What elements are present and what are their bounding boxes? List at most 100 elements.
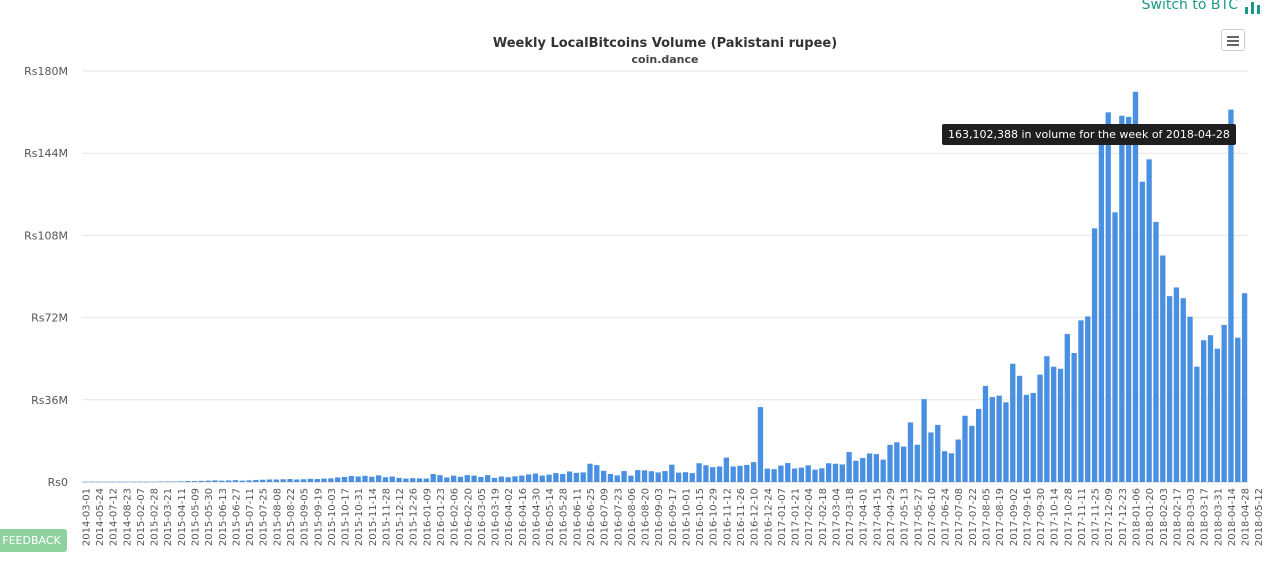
bar[interactable] [730, 466, 736, 482]
bar[interactable] [219, 480, 225, 482]
bar[interactable] [1003, 402, 1009, 482]
bar[interactable] [253, 479, 259, 482]
bar[interactable] [587, 463, 593, 482]
bar[interactable] [662, 471, 668, 482]
bar[interactable] [764, 468, 770, 482]
bar[interactable] [362, 475, 368, 482]
bar[interactable] [416, 478, 423, 482]
bar[interactable] [641, 470, 648, 482]
bar[interactable] [485, 475, 491, 482]
bar[interactable] [403, 478, 409, 482]
bar[interactable] [498, 476, 505, 482]
bar[interactable] [866, 453, 873, 482]
bar[interactable] [1221, 324, 1227, 482]
bar[interactable] [130, 481, 136, 483]
bar[interactable] [1126, 116, 1132, 483]
bar[interactable] [505, 477, 511, 482]
bar[interactable] [1207, 335, 1214, 482]
bar[interactable] [1064, 334, 1070, 482]
bar[interactable] [123, 481, 129, 483]
bar[interactable] [853, 460, 859, 482]
bar[interactable] [437, 475, 443, 482]
bar[interactable] [805, 465, 811, 482]
bar[interactable] [444, 477, 450, 482]
bar[interactable] [294, 479, 300, 482]
bar[interactable] [860, 458, 866, 482]
bar[interactable] [553, 473, 559, 482]
bar[interactable] [948, 453, 955, 482]
bar[interactable] [1201, 340, 1207, 482]
bar[interactable] [969, 425, 975, 482]
bar[interactable] [819, 468, 825, 482]
bar[interactable] [471, 475, 477, 482]
bar[interactable] [1016, 375, 1023, 482]
bar[interactable] [839, 464, 845, 482]
bar[interactable] [941, 451, 948, 482]
bar[interactable] [635, 470, 641, 482]
bar[interactable] [737, 465, 743, 482]
bar[interactable] [1146, 159, 1152, 482]
bar[interactable] [894, 442, 900, 482]
bar[interactable] [1091, 228, 1098, 482]
bar[interactable] [750, 462, 757, 482]
bar[interactable] [928, 432, 934, 482]
bar[interactable] [171, 481, 177, 483]
bar[interactable] [1057, 368, 1064, 482]
bar[interactable] [341, 476, 348, 482]
bar[interactable] [1051, 366, 1057, 482]
bar[interactable] [423, 478, 430, 482]
bar[interactable] [757, 407, 764, 482]
bar[interactable] [273, 479, 279, 482]
bar[interactable] [921, 399, 927, 482]
bar[interactable] [546, 474, 552, 482]
bar[interactable] [628, 475, 634, 482]
bar[interactable] [846, 452, 852, 482]
bar[interactable] [478, 476, 484, 482]
bar[interactable] [716, 466, 723, 482]
bar[interactable] [116, 481, 123, 483]
bar[interactable] [198, 480, 204, 482]
bar[interactable] [996, 395, 1002, 482]
bar[interactable] [519, 475, 525, 482]
bar[interactable] [655, 472, 661, 482]
chart-menu-button[interactable] [1221, 29, 1245, 51]
bar[interactable] [157, 481, 164, 483]
bar[interactable] [1037, 374, 1043, 482]
bar[interactable] [225, 480, 232, 482]
bar[interactable] [164, 481, 170, 483]
bar[interactable] [600, 470, 607, 482]
bar[interactable] [723, 457, 730, 482]
bar[interactable] [962, 415, 968, 482]
bar[interactable] [348, 476, 354, 482]
bar[interactable] [669, 464, 675, 482]
bar[interactable] [410, 478, 416, 482]
bar[interactable] [1153, 221, 1159, 482]
bar[interactable] [191, 481, 198, 482]
bar[interactable] [430, 474, 436, 482]
bar[interactable] [1044, 356, 1050, 482]
bar[interactable] [512, 476, 518, 482]
bar[interactable] [314, 479, 320, 482]
bar[interactable] [1119, 115, 1125, 482]
bar[interactable] [703, 465, 709, 482]
bar[interactable] [785, 463, 791, 482]
bar[interactable] [96, 481, 102, 483]
switch-to-btc-link[interactable]: Switch to BTC [1141, 0, 1238, 13]
bar[interactable] [321, 478, 327, 482]
bar[interactable] [212, 480, 218, 482]
bar[interactable] [1160, 255, 1166, 482]
bar[interactable] [887, 444, 893, 482]
bar[interactable] [832, 463, 839, 482]
bar[interactable] [791, 468, 798, 482]
bar[interactable] [1098, 141, 1105, 482]
bar[interactable] [580, 472, 586, 482]
bar[interactable] [1010, 363, 1016, 482]
bar[interactable] [798, 467, 805, 482]
bar[interactable] [1235, 337, 1241, 482]
bars[interactable] [82, 91, 1248, 483]
bar[interactable] [1078, 320, 1084, 482]
bar[interactable] [300, 479, 307, 482]
bar-chart-icon[interactable] [1244, 0, 1262, 14]
bar[interactable] [955, 439, 961, 482]
bar[interactable] [907, 422, 914, 482]
